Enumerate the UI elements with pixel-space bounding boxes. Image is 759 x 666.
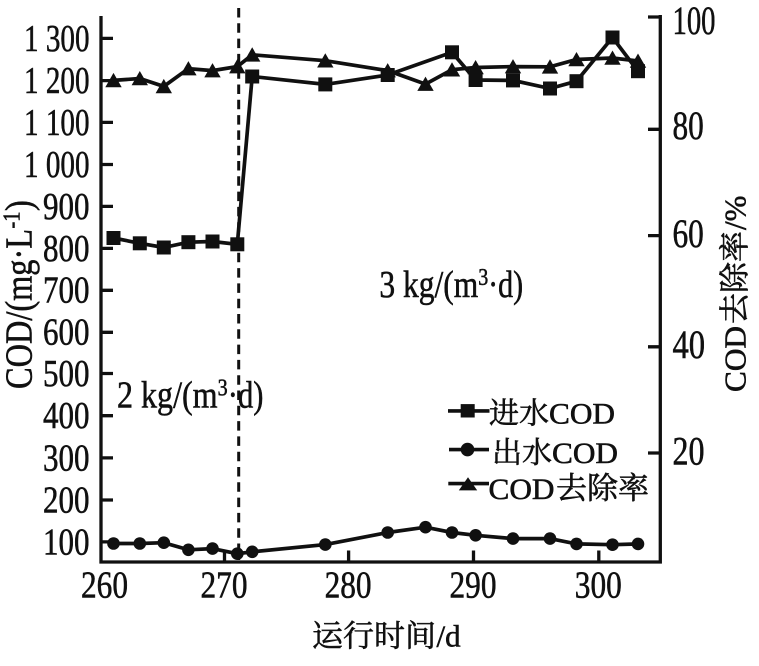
svg-text:COD: COD (489, 473, 555, 506)
svg-text:900: 900 (43, 186, 90, 228)
svg-text:60: 60 (673, 211, 704, 256)
svg-text:800: 800 (43, 228, 90, 270)
svg-text:1 200: 1 200 (24, 60, 90, 102)
svg-text:40: 40 (673, 322, 706, 367)
svg-text:700: 700 (43, 270, 90, 312)
svg-text:/d: /d (437, 619, 462, 654)
svg-text:2 kg/(m: 2 kg/(m (117, 375, 218, 417)
svg-text:200: 200 (43, 479, 90, 521)
svg-text:300: 300 (43, 437, 90, 479)
svg-text:600: 600 (43, 312, 90, 354)
svg-text:290: 290 (450, 565, 497, 607)
svg-text:270: 270 (201, 565, 248, 607)
svg-text:260: 260 (81, 565, 128, 607)
svg-text:): ) (0, 200, 41, 211)
svg-text:100: 100 (673, 0, 716, 43)
svg-text:1 000: 1 000 (24, 144, 90, 186)
svg-text:400: 400 (43, 395, 90, 437)
svg-text:1 100: 1 100 (24, 102, 90, 144)
svg-text:3 kg/(m: 3 kg/(m (379, 264, 478, 306)
svg-text:COD/(mg·L: COD/(mg·L (0, 229, 41, 389)
svg-text:500: 500 (43, 353, 90, 395)
svg-text:COD: COD (717, 326, 752, 392)
svg-text:3: 3 (478, 265, 488, 291)
svg-text:80: 80 (673, 103, 704, 148)
svg-text:280: 280 (325, 565, 372, 607)
svg-text:·d): ·d) (488, 264, 523, 306)
svg-text:1 300: 1 300 (24, 18, 90, 60)
svg-text:20: 20 (673, 428, 705, 473)
svg-text:·d): ·d) (228, 375, 264, 417)
svg-text:-1: -1 (0, 212, 26, 229)
svg-text:/%: /% (717, 196, 752, 230)
svg-text:COD: COD (552, 437, 618, 470)
svg-text:100: 100 (43, 521, 90, 563)
svg-text:COD: COD (549, 397, 615, 430)
svg-text:300: 300 (575, 565, 622, 607)
svg-text:3: 3 (218, 376, 228, 402)
